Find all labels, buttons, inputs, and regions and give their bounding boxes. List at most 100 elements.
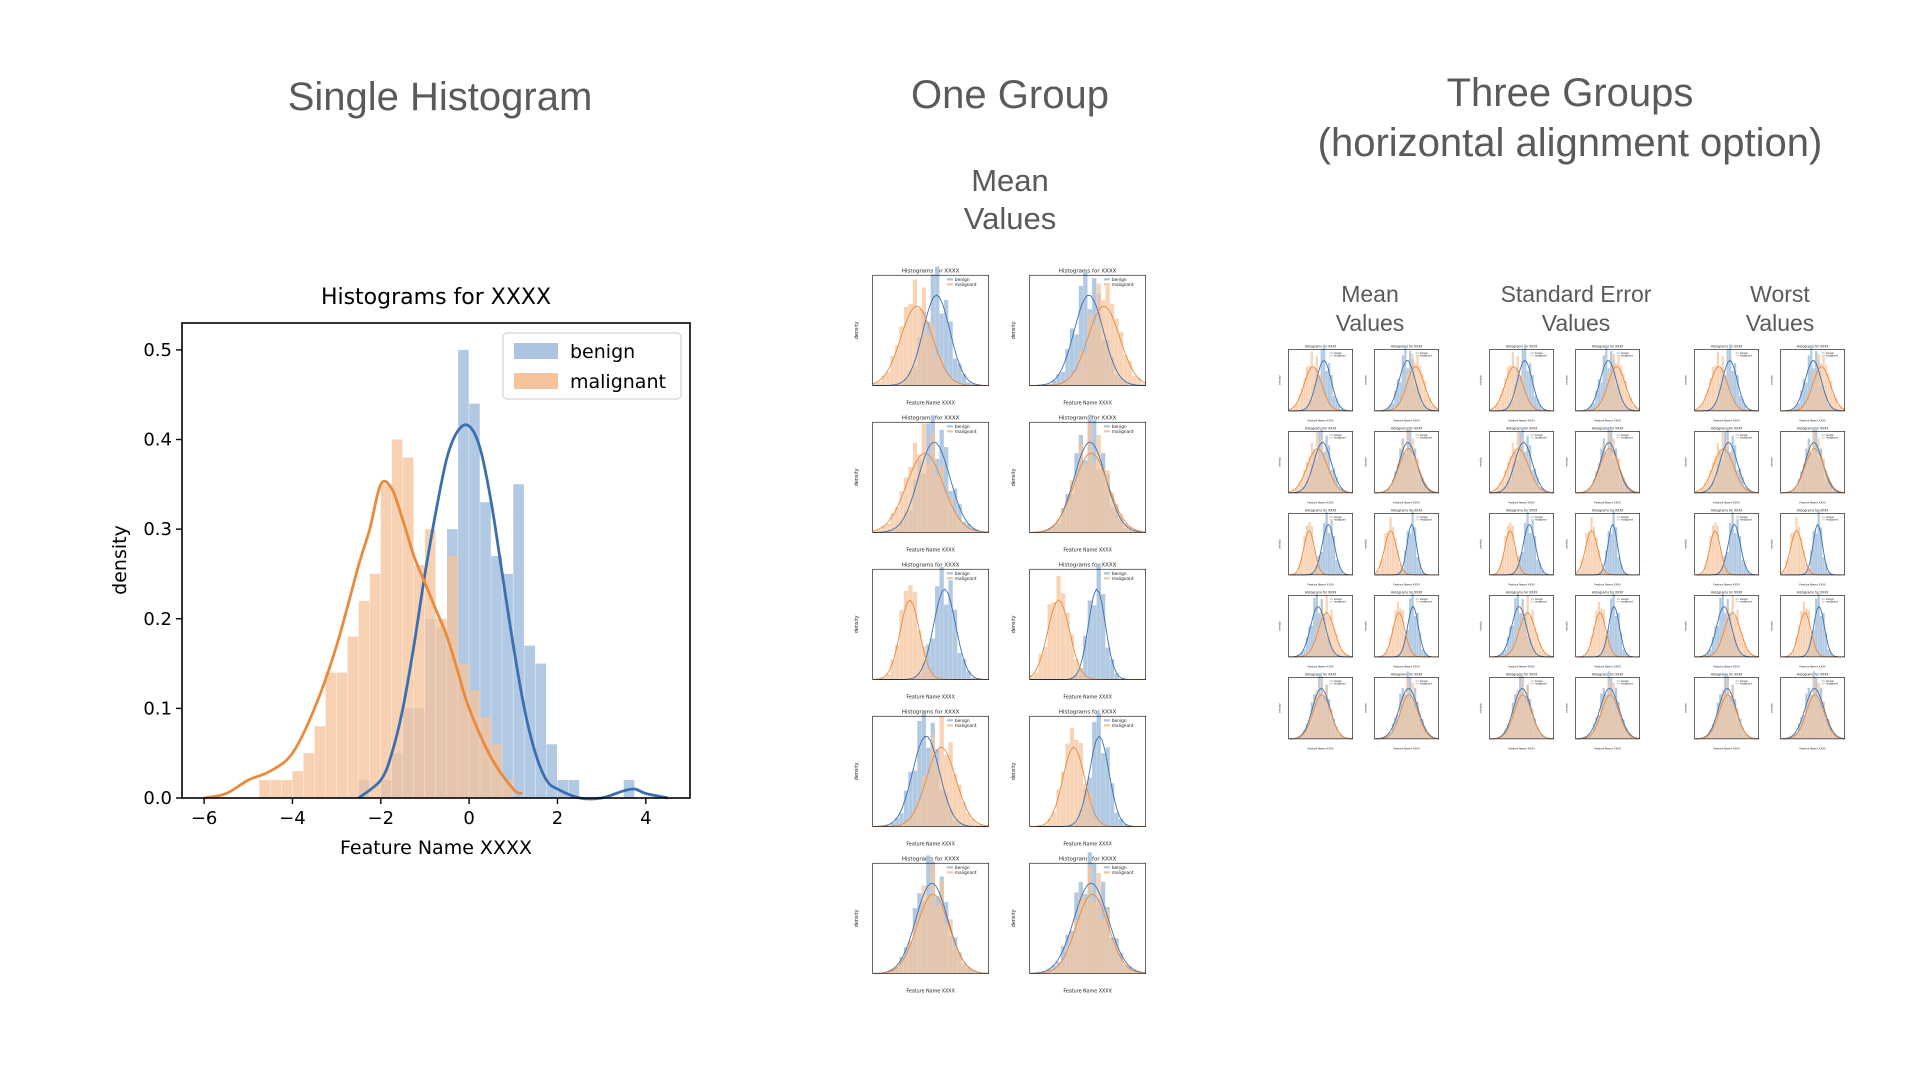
mini-kde-malignant bbox=[1374, 448, 1439, 494]
mini-bar-malignant bbox=[1514, 704, 1517, 739]
mini-bar-malignant bbox=[1318, 454, 1321, 493]
mini-bar-malignant bbox=[917, 308, 922, 386]
mini-title: Histograms for XXXX bbox=[1797, 427, 1829, 431]
mini-bar-malignant bbox=[1305, 654, 1309, 657]
mini-bar-malignant bbox=[1391, 526, 1395, 575]
mini-bar-malignant bbox=[1538, 732, 1542, 739]
mini-bar-benign bbox=[1416, 557, 1419, 575]
mini-kde-benign bbox=[1694, 442, 1759, 494]
mini-bar-malignant bbox=[1074, 476, 1079, 533]
mini-frame bbox=[1489, 677, 1554, 740]
mini-bar-malignant bbox=[1729, 621, 1732, 657]
mini-ylabel: density bbox=[1278, 375, 1282, 385]
mini-legend-benign: benign bbox=[1621, 598, 1630, 601]
mini-bar-benign bbox=[1528, 363, 1532, 411]
mini-bar-malignant bbox=[948, 377, 953, 386]
mini-legend-swatch-malignant bbox=[1530, 601, 1534, 603]
mini-bar-malignant bbox=[1436, 409, 1439, 411]
mini-title: Histograms for XXXX bbox=[1711, 591, 1743, 595]
mini-legend-swatch-benign bbox=[1415, 434, 1419, 436]
mini-bar-malignant bbox=[1731, 687, 1734, 739]
mini-bar-malignant bbox=[1413, 708, 1417, 739]
mini-bar-malignant bbox=[1519, 383, 1522, 411]
mini-bar-malignant bbox=[1597, 404, 1601, 411]
mini-title: Histograms for XXXX bbox=[1711, 509, 1743, 513]
mini-kde-malignant bbox=[872, 893, 989, 974]
mini-bar-malignant bbox=[1401, 391, 1404, 411]
mini-bar-benign bbox=[1325, 370, 1328, 411]
mini-bar-malignant bbox=[1839, 406, 1842, 411]
mini-bar-malignant bbox=[1320, 677, 1323, 739]
mini-bar-malignant bbox=[1421, 373, 1424, 411]
benign-bar bbox=[491, 556, 502, 798]
mini-bar-malignant bbox=[1595, 537, 1598, 575]
mini-bar-malignant bbox=[1524, 394, 1527, 411]
mini-legend-benign: benign bbox=[1112, 718, 1127, 724]
mini-xlabel: Feature Name XXXX bbox=[906, 401, 955, 407]
mini-grid-svg: Histograms for XXXXbenignmalignantFeatur… bbox=[1684, 344, 1845, 751]
mini-bar-malignant bbox=[1043, 646, 1048, 680]
mini-bar-benign bbox=[1101, 753, 1106, 827]
mini-legend-swatch-benign bbox=[1103, 425, 1110, 428]
mini-bar-malignant bbox=[957, 784, 962, 827]
mini-bar-malignant bbox=[1404, 697, 1407, 739]
mini-bar-malignant bbox=[1305, 462, 1309, 493]
mini-bar-malignant bbox=[1426, 734, 1429, 739]
mini-bar-malignant bbox=[1087, 422, 1092, 533]
mini-bar-malignant bbox=[1377, 570, 1380, 575]
mini-bar-malignant bbox=[1101, 918, 1106, 974]
mini-frame bbox=[1780, 677, 1845, 740]
mini-bar-malignant bbox=[1501, 555, 1505, 575]
mini-bar-malignant bbox=[1494, 573, 1497, 575]
mini-bar-malignant bbox=[1029, 675, 1034, 680]
mini-kde-benign bbox=[1694, 688, 1759, 740]
mini-legend-malignant: malignant bbox=[1112, 429, 1134, 435]
mini-bar-malignant bbox=[1741, 726, 1744, 739]
mini-kde-benign bbox=[1489, 523, 1554, 576]
mini-bar-malignant bbox=[1521, 677, 1524, 739]
mini-bar-malignant bbox=[1612, 438, 1615, 493]
mini-bar-malignant bbox=[1731, 395, 1734, 411]
mini-legend-benign: benign bbox=[1334, 598, 1343, 601]
mini-bar-malignant bbox=[1078, 743, 1083, 827]
mini-bar-malignant bbox=[1627, 734, 1630, 739]
mini-bar-malignant bbox=[952, 381, 958, 386]
mini-frame bbox=[1575, 513, 1640, 576]
mini-bar-malignant bbox=[1069, 727, 1075, 827]
mini-legend-malignant: malignant bbox=[1535, 437, 1547, 440]
mini-bar-benign bbox=[1800, 390, 1803, 411]
mini-title: Histograms for XXXX bbox=[1059, 709, 1117, 715]
mini-bar-malignant bbox=[1802, 404, 1806, 411]
mini-bar-benign bbox=[944, 604, 949, 680]
mini-kde-malignant bbox=[1694, 612, 1759, 658]
group-worst-title: Worst Values bbox=[1690, 280, 1870, 338]
mini-bar-benign bbox=[1733, 363, 1737, 411]
mini-bar-malignant bbox=[1711, 654, 1715, 657]
mini-bar-malignant bbox=[939, 358, 944, 386]
mini-bar-malignant bbox=[1516, 628, 1519, 657]
mini-bar-malignant bbox=[1332, 723, 1336, 739]
mini-bar-malignant bbox=[1293, 489, 1296, 493]
mini-bar-malignant bbox=[1531, 609, 1534, 657]
mini-bar-malignant bbox=[917, 454, 922, 533]
mini-bar-malignant bbox=[1832, 393, 1835, 411]
mini-bar-benign bbox=[944, 447, 949, 533]
mini-bar-benign bbox=[1504, 649, 1507, 657]
mini-bar-benign bbox=[1521, 551, 1524, 575]
mini-bar-malignant bbox=[1428, 736, 1432, 739]
mini-bar-malignant bbox=[1714, 651, 1717, 657]
mini-title: Histograms for XXXX bbox=[1797, 509, 1829, 513]
mini-bar-malignant bbox=[1714, 456, 1717, 493]
mini-frame bbox=[1489, 595, 1554, 658]
mini-bar-benign bbox=[1612, 593, 1615, 657]
mini-bar-benign bbox=[1531, 519, 1534, 575]
mini-bar-malignant bbox=[1790, 533, 1793, 575]
mini-bar-benign bbox=[1421, 571, 1424, 575]
mini-legend-swatch-malignant bbox=[1530, 437, 1534, 439]
mini-bar-malignant bbox=[1118, 958, 1124, 974]
mini-bar-malignant bbox=[1622, 373, 1625, 411]
